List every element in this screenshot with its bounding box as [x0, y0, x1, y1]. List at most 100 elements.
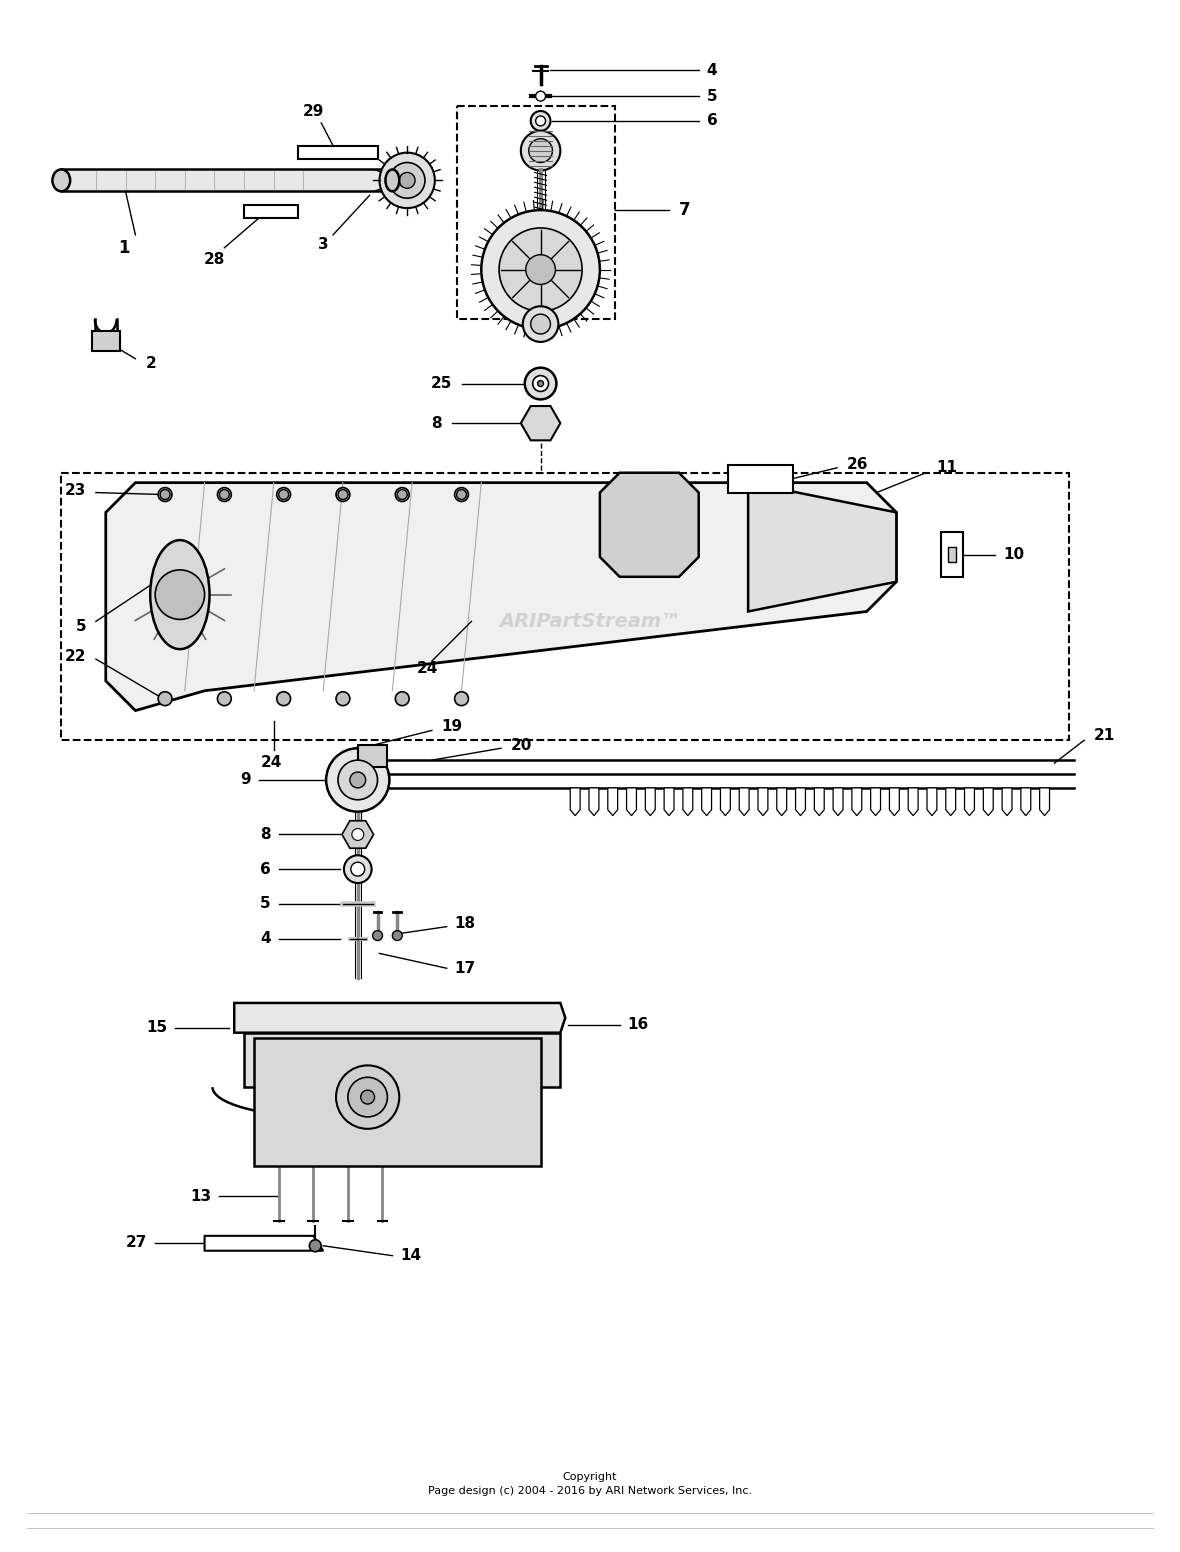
Polygon shape: [795, 788, 806, 816]
Circle shape: [343, 855, 372, 883]
Text: 6: 6: [707, 113, 717, 129]
Bar: [940, 532, 963, 577]
Polygon shape: [814, 788, 824, 816]
Polygon shape: [702, 788, 712, 816]
Circle shape: [160, 489, 170, 500]
Polygon shape: [945, 788, 956, 816]
Circle shape: [158, 692, 172, 706]
Text: 14: 14: [400, 1248, 421, 1263]
Bar: [358, 745, 387, 767]
Polygon shape: [235, 1003, 565, 1032]
Circle shape: [499, 228, 582, 312]
Circle shape: [536, 92, 545, 101]
Text: 10: 10: [1003, 548, 1024, 562]
Polygon shape: [1040, 788, 1049, 816]
Circle shape: [336, 487, 349, 501]
Circle shape: [457, 489, 466, 500]
Ellipse shape: [150, 540, 210, 649]
Circle shape: [348, 1077, 387, 1117]
Bar: [61, 473, 1069, 740]
Polygon shape: [739, 788, 749, 816]
Polygon shape: [589, 788, 599, 816]
Text: 7: 7: [678, 202, 690, 219]
Polygon shape: [776, 788, 787, 816]
Bar: [457, 106, 615, 320]
Polygon shape: [721, 788, 730, 816]
Circle shape: [531, 314, 551, 334]
Text: 26: 26: [847, 458, 868, 472]
Text: ARIPartStream™: ARIPartStream™: [499, 611, 681, 632]
Circle shape: [523, 306, 558, 341]
Circle shape: [454, 692, 468, 706]
Text: 29: 29: [302, 104, 324, 118]
Polygon shape: [342, 821, 374, 849]
Text: 22: 22: [65, 649, 86, 664]
Text: 13: 13: [190, 1189, 211, 1204]
Circle shape: [536, 116, 545, 126]
Text: 1: 1: [118, 239, 130, 256]
Circle shape: [526, 255, 556, 284]
Circle shape: [337, 760, 378, 799]
Bar: [948, 546, 956, 562]
Text: 20: 20: [511, 737, 532, 753]
Text: 8: 8: [431, 416, 441, 431]
Ellipse shape: [52, 169, 70, 191]
Text: 5: 5: [260, 897, 270, 911]
Text: 25: 25: [431, 376, 452, 391]
Circle shape: [373, 931, 382, 941]
Circle shape: [158, 487, 172, 501]
Polygon shape: [244, 205, 299, 217]
Polygon shape: [599, 473, 699, 577]
Text: 15: 15: [146, 1020, 168, 1035]
Circle shape: [389, 163, 425, 199]
Polygon shape: [890, 788, 899, 816]
Circle shape: [380, 152, 435, 208]
Polygon shape: [570, 788, 581, 816]
Text: 9: 9: [241, 773, 251, 787]
Circle shape: [481, 210, 599, 329]
Text: 21: 21: [1094, 728, 1115, 743]
Text: 18: 18: [454, 916, 476, 931]
Circle shape: [395, 487, 409, 501]
Circle shape: [219, 489, 229, 500]
Polygon shape: [61, 169, 393, 191]
Text: 6: 6: [260, 861, 270, 877]
Text: 24: 24: [261, 754, 282, 770]
Polygon shape: [983, 788, 994, 816]
Text: Copyright
Page design (c) 2004 - 2016 by ARI Network Services, Inc.: Copyright Page design (c) 2004 - 2016 by…: [428, 1471, 752, 1496]
Circle shape: [395, 692, 409, 706]
Circle shape: [217, 487, 231, 501]
Circle shape: [454, 487, 468, 501]
Polygon shape: [204, 1235, 323, 1251]
Polygon shape: [520, 407, 560, 441]
Polygon shape: [627, 788, 636, 816]
Text: 4: 4: [260, 931, 270, 947]
Text: 8: 8: [260, 827, 270, 843]
Circle shape: [349, 771, 366, 788]
Polygon shape: [852, 788, 861, 816]
Text: 3: 3: [317, 237, 328, 253]
Polygon shape: [1002, 788, 1012, 816]
Polygon shape: [664, 788, 674, 816]
Circle shape: [532, 376, 549, 391]
Text: 5: 5: [707, 88, 717, 104]
Ellipse shape: [386, 169, 399, 191]
Circle shape: [525, 368, 557, 399]
Circle shape: [217, 692, 231, 706]
Text: 23: 23: [65, 483, 86, 498]
Circle shape: [532, 416, 549, 431]
Circle shape: [520, 130, 560, 171]
Bar: [728, 464, 793, 492]
Text: 16: 16: [628, 1017, 649, 1032]
Text: 11: 11: [936, 461, 957, 475]
Polygon shape: [106, 483, 897, 711]
Text: 24: 24: [417, 661, 438, 677]
Text: 12: 12: [474, 1057, 496, 1072]
Polygon shape: [608, 788, 617, 816]
Circle shape: [336, 692, 349, 706]
Circle shape: [531, 112, 551, 130]
Polygon shape: [645, 788, 655, 816]
Circle shape: [529, 138, 552, 163]
Text: 17: 17: [454, 961, 476, 976]
Text: 28: 28: [204, 251, 225, 267]
